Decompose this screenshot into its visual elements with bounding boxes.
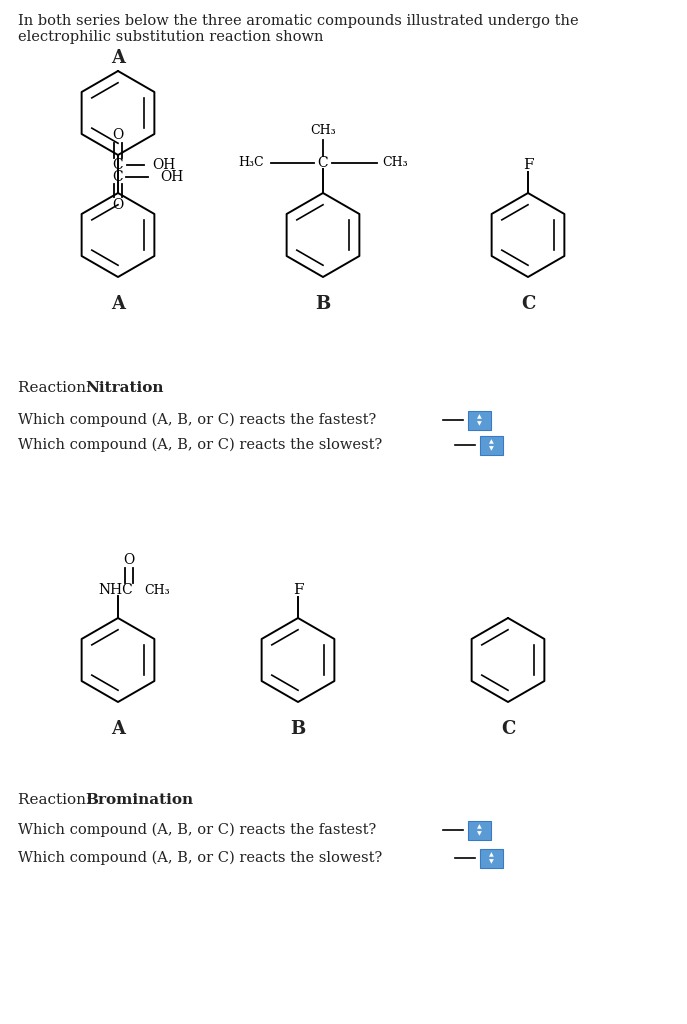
Text: ▲: ▲ [488, 439, 493, 444]
Text: O: O [124, 553, 135, 567]
Text: ▼: ▼ [488, 446, 493, 451]
Text: O: O [113, 128, 124, 142]
FancyBboxPatch shape [480, 435, 502, 455]
FancyBboxPatch shape [480, 849, 502, 867]
FancyBboxPatch shape [467, 820, 491, 840]
Text: ▲: ▲ [477, 414, 482, 419]
Text: F: F [523, 158, 533, 172]
Text: O: O [113, 198, 124, 212]
Text: C: C [113, 170, 123, 184]
Text: In both series below the three aromatic compounds illustrated undergo the: In both series below the three aromatic … [18, 14, 578, 28]
Text: Reaction:: Reaction: [18, 381, 96, 395]
Text: Which compound (A, B, or C) reacts the slowest?: Which compound (A, B, or C) reacts the s… [18, 438, 382, 453]
Text: H₃C: H₃C [238, 157, 264, 170]
Text: Nitration: Nitration [85, 381, 164, 395]
Text: B: B [291, 720, 306, 738]
Text: Which compound (A, B, or C) reacts the fastest?: Which compound (A, B, or C) reacts the f… [18, 823, 376, 838]
Text: A: A [111, 720, 125, 738]
FancyBboxPatch shape [467, 411, 491, 429]
Text: C: C [521, 295, 535, 313]
Text: ▲: ▲ [488, 852, 493, 857]
Text: electrophilic substitution reaction shown: electrophilic substitution reaction show… [18, 30, 324, 44]
Text: C: C [317, 156, 328, 170]
Text: A: A [111, 295, 125, 313]
Text: C: C [113, 158, 123, 172]
Text: Reaction:: Reaction: [18, 793, 96, 807]
Text: Which compound (A, B, or C) reacts the fastest?: Which compound (A, B, or C) reacts the f… [18, 413, 376, 427]
Text: C: C [501, 720, 515, 738]
Text: ▲: ▲ [477, 824, 482, 829]
Text: A: A [111, 49, 125, 67]
Text: ▼: ▼ [488, 859, 493, 864]
Text: F: F [293, 583, 303, 597]
Text: OH: OH [160, 170, 183, 184]
Text: ▼: ▼ [477, 421, 482, 426]
Text: CH₃: CH₃ [382, 157, 408, 170]
Text: Which compound (A, B, or C) reacts the slowest?: Which compound (A, B, or C) reacts the s… [18, 851, 382, 865]
Text: ▼: ▼ [477, 831, 482, 836]
Text: B: B [315, 295, 330, 313]
Text: CH₃: CH₃ [144, 584, 170, 597]
Text: NHC: NHC [99, 583, 133, 597]
Text: CH₃: CH₃ [311, 125, 336, 137]
Text: OH: OH [152, 158, 175, 172]
Text: Bromination: Bromination [85, 793, 193, 807]
